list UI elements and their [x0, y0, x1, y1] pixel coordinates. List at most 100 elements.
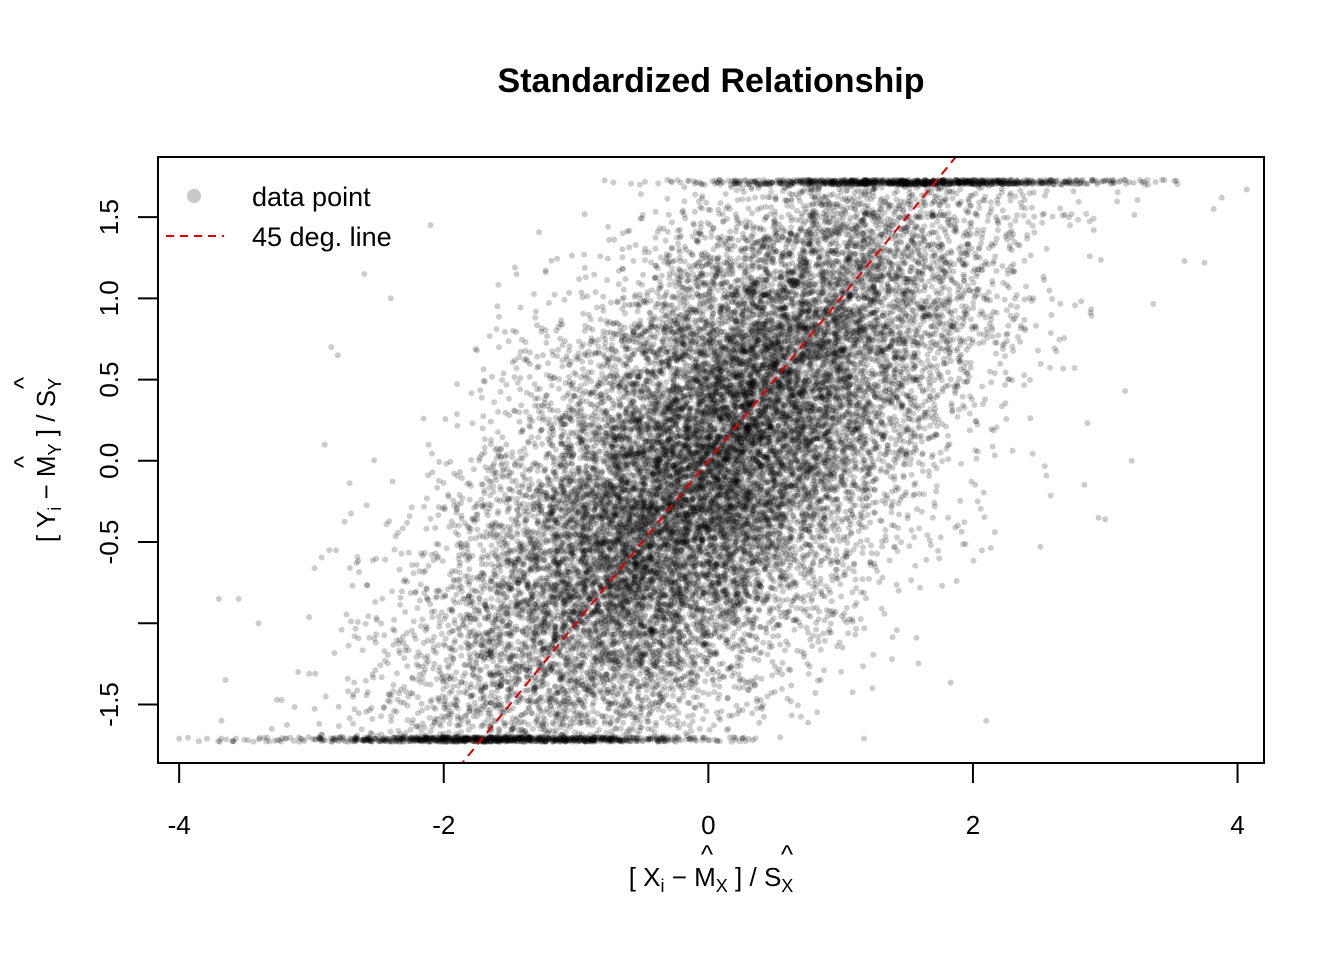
data-point	[673, 474, 680, 481]
data-point	[937, 224, 944, 231]
data-point	[779, 405, 786, 412]
data-point	[306, 614, 313, 621]
data-point	[945, 432, 951, 439]
data-point	[723, 609, 730, 616]
data-point	[903, 275, 909, 282]
data-point	[326, 547, 333, 554]
data-point	[756, 719, 763, 726]
data-point	[455, 522, 462, 529]
data-point	[788, 682, 795, 689]
data-point	[645, 725, 652, 732]
data-point	[772, 494, 779, 501]
data-point	[489, 373, 496, 380]
data-point	[947, 274, 954, 281]
data-point	[941, 226, 948, 233]
data-point	[811, 464, 818, 471]
data-point	[658, 525, 665, 532]
data-point	[692, 412, 698, 419]
data-point	[536, 229, 542, 236]
data-point	[515, 734, 522, 741]
data-point	[1037, 543, 1044, 550]
data-point	[710, 464, 717, 471]
data-point	[532, 608, 539, 615]
data-point	[693, 365, 700, 372]
data-point	[398, 550, 405, 557]
data-point	[870, 651, 877, 658]
data-point	[469, 723, 476, 730]
data-point	[908, 577, 915, 584]
data-point	[945, 369, 951, 376]
data-point	[600, 734, 607, 741]
data-point	[545, 646, 552, 653]
data-point	[852, 374, 859, 381]
data-point	[739, 506, 746, 512]
data-point	[1030, 295, 1037, 302]
data-point	[726, 564, 733, 571]
data-point	[734, 180, 741, 187]
data-point	[875, 413, 882, 420]
data-point	[1084, 420, 1091, 427]
data-point	[827, 360, 834, 367]
data-points	[176, 176, 1250, 745]
data-point	[748, 298, 755, 305]
data-point	[426, 714, 433, 721]
data-point	[788, 712, 795, 719]
data-point	[590, 388, 596, 395]
data-point	[532, 314, 539, 321]
data-point	[658, 272, 665, 279]
data-point	[463, 690, 470, 697]
data-point	[647, 668, 654, 674]
data-point	[611, 582, 618, 589]
data-point	[478, 394, 485, 401]
data-point	[366, 634, 373, 641]
data-point	[837, 581, 844, 588]
data-point	[736, 685, 743, 692]
data-point	[637, 412, 644, 419]
data-point	[663, 461, 670, 468]
data-point	[726, 382, 733, 389]
data-point	[561, 296, 568, 303]
data-point	[362, 677, 369, 684]
data-point	[405, 549, 412, 556]
data-point	[898, 539, 905, 546]
data-point	[709, 367, 716, 374]
data-point	[890, 394, 897, 401]
data-point	[807, 355, 814, 362]
data-point	[346, 480, 353, 487]
data-point	[825, 220, 832, 227]
data-point	[791, 626, 798, 633]
data-point	[436, 458, 443, 465]
data-point	[372, 599, 379, 606]
data-point	[804, 382, 811, 389]
data-point	[878, 350, 885, 357]
data-point	[552, 637, 559, 644]
data-point	[731, 429, 738, 436]
data-point	[481, 720, 488, 727]
data-point	[516, 418, 523, 425]
data-point	[777, 274, 783, 280]
data-point	[958, 198, 965, 205]
data-point	[1027, 415, 1034, 422]
data-point	[665, 418, 672, 425]
data-point	[842, 251, 849, 258]
data-point	[675, 240, 682, 247]
data-point	[654, 563, 660, 570]
data-point	[511, 374, 518, 381]
data-point	[663, 415, 670, 422]
data-point	[836, 177, 843, 184]
data-point	[593, 431, 600, 437]
data-point	[735, 466, 742, 473]
data-point	[601, 177, 608, 184]
data-point	[510, 559, 517, 566]
data-point	[729, 516, 736, 523]
data-point	[680, 720, 687, 727]
data-point	[765, 312, 772, 319]
data-point	[874, 353, 880, 360]
data-point	[360, 736, 367, 743]
data-point	[640, 271, 646, 278]
data-point	[810, 573, 816, 580]
data-point	[431, 608, 438, 615]
data-point	[604, 255, 611, 262]
data-point	[487, 418, 494, 425]
data-point	[413, 661, 420, 668]
